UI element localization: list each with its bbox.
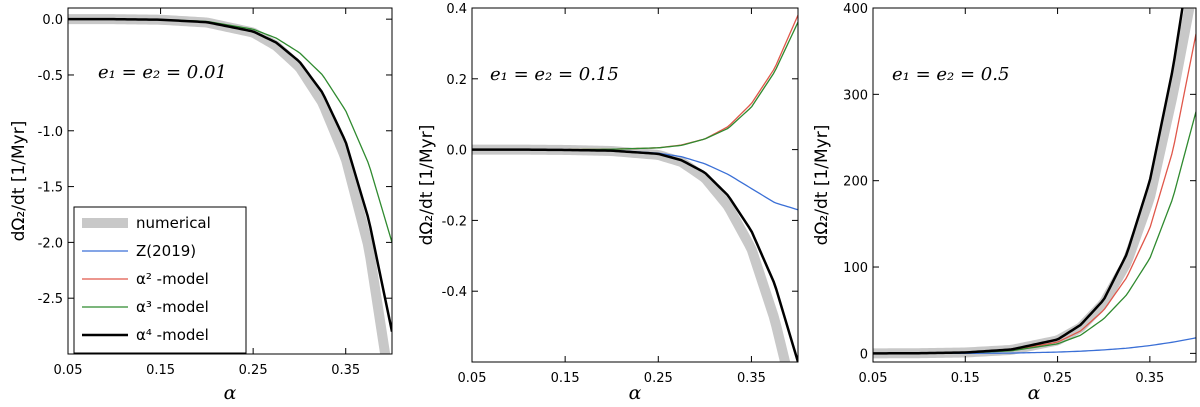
panel-1: 0.05 0.15 0.25 0.350.0-0.5-1.0-1.5-2.0-2.5 …: [9, 7, 393, 404]
annotation-text: e₁ = e₂ = 0.01: [98, 62, 227, 83]
x-tick-label: 0.15: [951, 371, 980, 386]
x-tick-label: 0.05: [458, 371, 487, 386]
x-tick-label: 0.35: [1135, 371, 1164, 386]
series-line-alpha4: [68, 17, 392, 332]
x-tick-label: 0.05: [54, 363, 83, 378]
panel-3: 0.05 0.15 0.25 0.35 400 300 200 100 0 e₁ = e₂ = …: [812, 2, 1197, 404]
legend: numerical Z(2019) α² -model α³ -model α⁴…: [73, 206, 247, 354]
annotation-text: e₁ = e₂ = 0.5: [892, 64, 1009, 85]
legend-box: [73, 206, 247, 354]
y-tick-label: 0.4: [446, 2, 467, 17]
y-tick-label: -2.0: [38, 236, 63, 251]
legend-label-alpha4: α⁴ -model: [136, 326, 209, 344]
x-tick-label: 0.35: [737, 371, 766, 386]
y-tick-label: 400: [843, 2, 868, 17]
x-tick-label: 0.25: [644, 371, 673, 386]
x-tick-label: 0.05: [859, 371, 888, 386]
legend-label-alpha2: α² -model: [136, 270, 209, 288]
y-tick-label: 300: [843, 88, 868, 103]
annotation-text: e₁ = e₂ = 0.15: [490, 64, 619, 85]
y-axis-label: dΩ₂/dt [1/Myr]: [812, 125, 832, 246]
series-line-alpha4: [873, 8, 1184, 355]
panel-2: 0.05 0.15 0.25 0.35 0.4 0.2 0.0 -0.2 -0.4 e₁ = e…: [417, 2, 799, 404]
x-tick-label: 0.35: [331, 363, 360, 378]
plot-frame: [872, 7, 1197, 363]
plot-frame: [67, 7, 393, 355]
x-axis-label: α: [224, 382, 237, 404]
x-axis-label: α: [629, 382, 642, 404]
series-line-alpha4: [472, 148, 798, 362]
y-tick-label: -1.0: [38, 125, 63, 140]
legend-label-z2019: Z(2019): [136, 242, 196, 260]
y-tick-label: 0: [860, 347, 868, 362]
x-tick-label: 0.15: [146, 363, 175, 378]
y-tick-label: 200: [843, 175, 868, 190]
y-tick-label: -0.5: [38, 69, 63, 84]
x-tick-label: 0.25: [239, 363, 268, 378]
y-tick-label: -1.5: [38, 181, 63, 196]
legend-label-alpha3: α³ -model: [136, 298, 209, 316]
y-tick-label: 0.0: [446, 144, 467, 159]
y-tick-label: -2.5: [38, 292, 63, 307]
plot-frame: [471, 7, 799, 363]
y-axis-label: dΩ₂/dt [1/Myr]: [417, 125, 437, 246]
x-tick-label: 0.25: [1043, 371, 1072, 386]
y-tick-label: -0.2: [442, 214, 467, 229]
y-tick-label: -0.4: [442, 285, 467, 300]
x-axis-label: α: [1028, 382, 1041, 404]
legend-label-numerical: numerical: [136, 214, 211, 232]
y-tick-label: 100: [843, 261, 868, 276]
y-tick-label: 0.2: [446, 73, 467, 88]
y-axis-label: dΩ₂/dt [1/Myr]: [9, 121, 29, 242]
x-tick-label: 0.15: [551, 371, 580, 386]
y-tick-label: 0.0: [42, 13, 63, 28]
